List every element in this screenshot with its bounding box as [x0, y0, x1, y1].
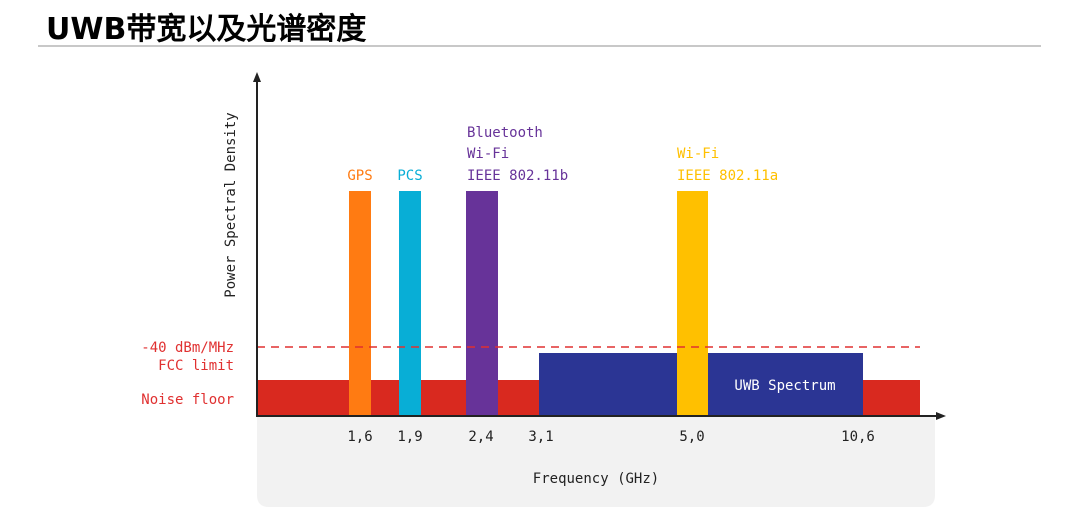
- wifi-a-label: IEEE 802.11a: [677, 168, 778, 184]
- fcc-limit-label: -40 dBm/MHz: [141, 340, 234, 356]
- x-tick: 10,6: [841, 429, 875, 445]
- x-axis-arrow-icon: [936, 412, 946, 420]
- uwb-spectrum-label: UWB Spectrum: [734, 378, 835, 394]
- title-divider: [38, 45, 1041, 47]
- x-tick: 1,6: [347, 429, 372, 445]
- x-tick: 3,1: [528, 429, 553, 445]
- x-tick: 2,4: [468, 429, 493, 445]
- x-axis-panel: [257, 416, 935, 507]
- bluetooth-label: Bluetooth: [467, 125, 543, 141]
- wifi-a-label: Wi-Fi: [677, 146, 719, 162]
- gps-label: GPS: [347, 168, 372, 184]
- y-axis-arrow-icon: [253, 72, 261, 82]
- wifi-a-bar: [677, 191, 708, 416]
- bluetooth-label: Wi-Fi: [467, 146, 509, 162]
- y-axis-label: Power Spectral Density: [223, 112, 239, 297]
- pcs-label: PCS: [397, 168, 422, 184]
- bluetooth-label: IEEE 802.11b: [467, 168, 568, 184]
- pcs-bar: [399, 191, 421, 416]
- page-title: UWB带宽以及光谱密度: [46, 12, 367, 47]
- bluetooth-bar: [466, 191, 498, 416]
- gps-bar: [349, 191, 371, 416]
- x-tick: 5,0: [679, 429, 704, 445]
- noise-floor-label: Noise floor: [141, 392, 234, 408]
- fcc-limit-label: FCC limit: [158, 358, 234, 374]
- x-tick: 1,9: [397, 429, 422, 445]
- x-axis-label: Frequency (GHz): [533, 471, 659, 487]
